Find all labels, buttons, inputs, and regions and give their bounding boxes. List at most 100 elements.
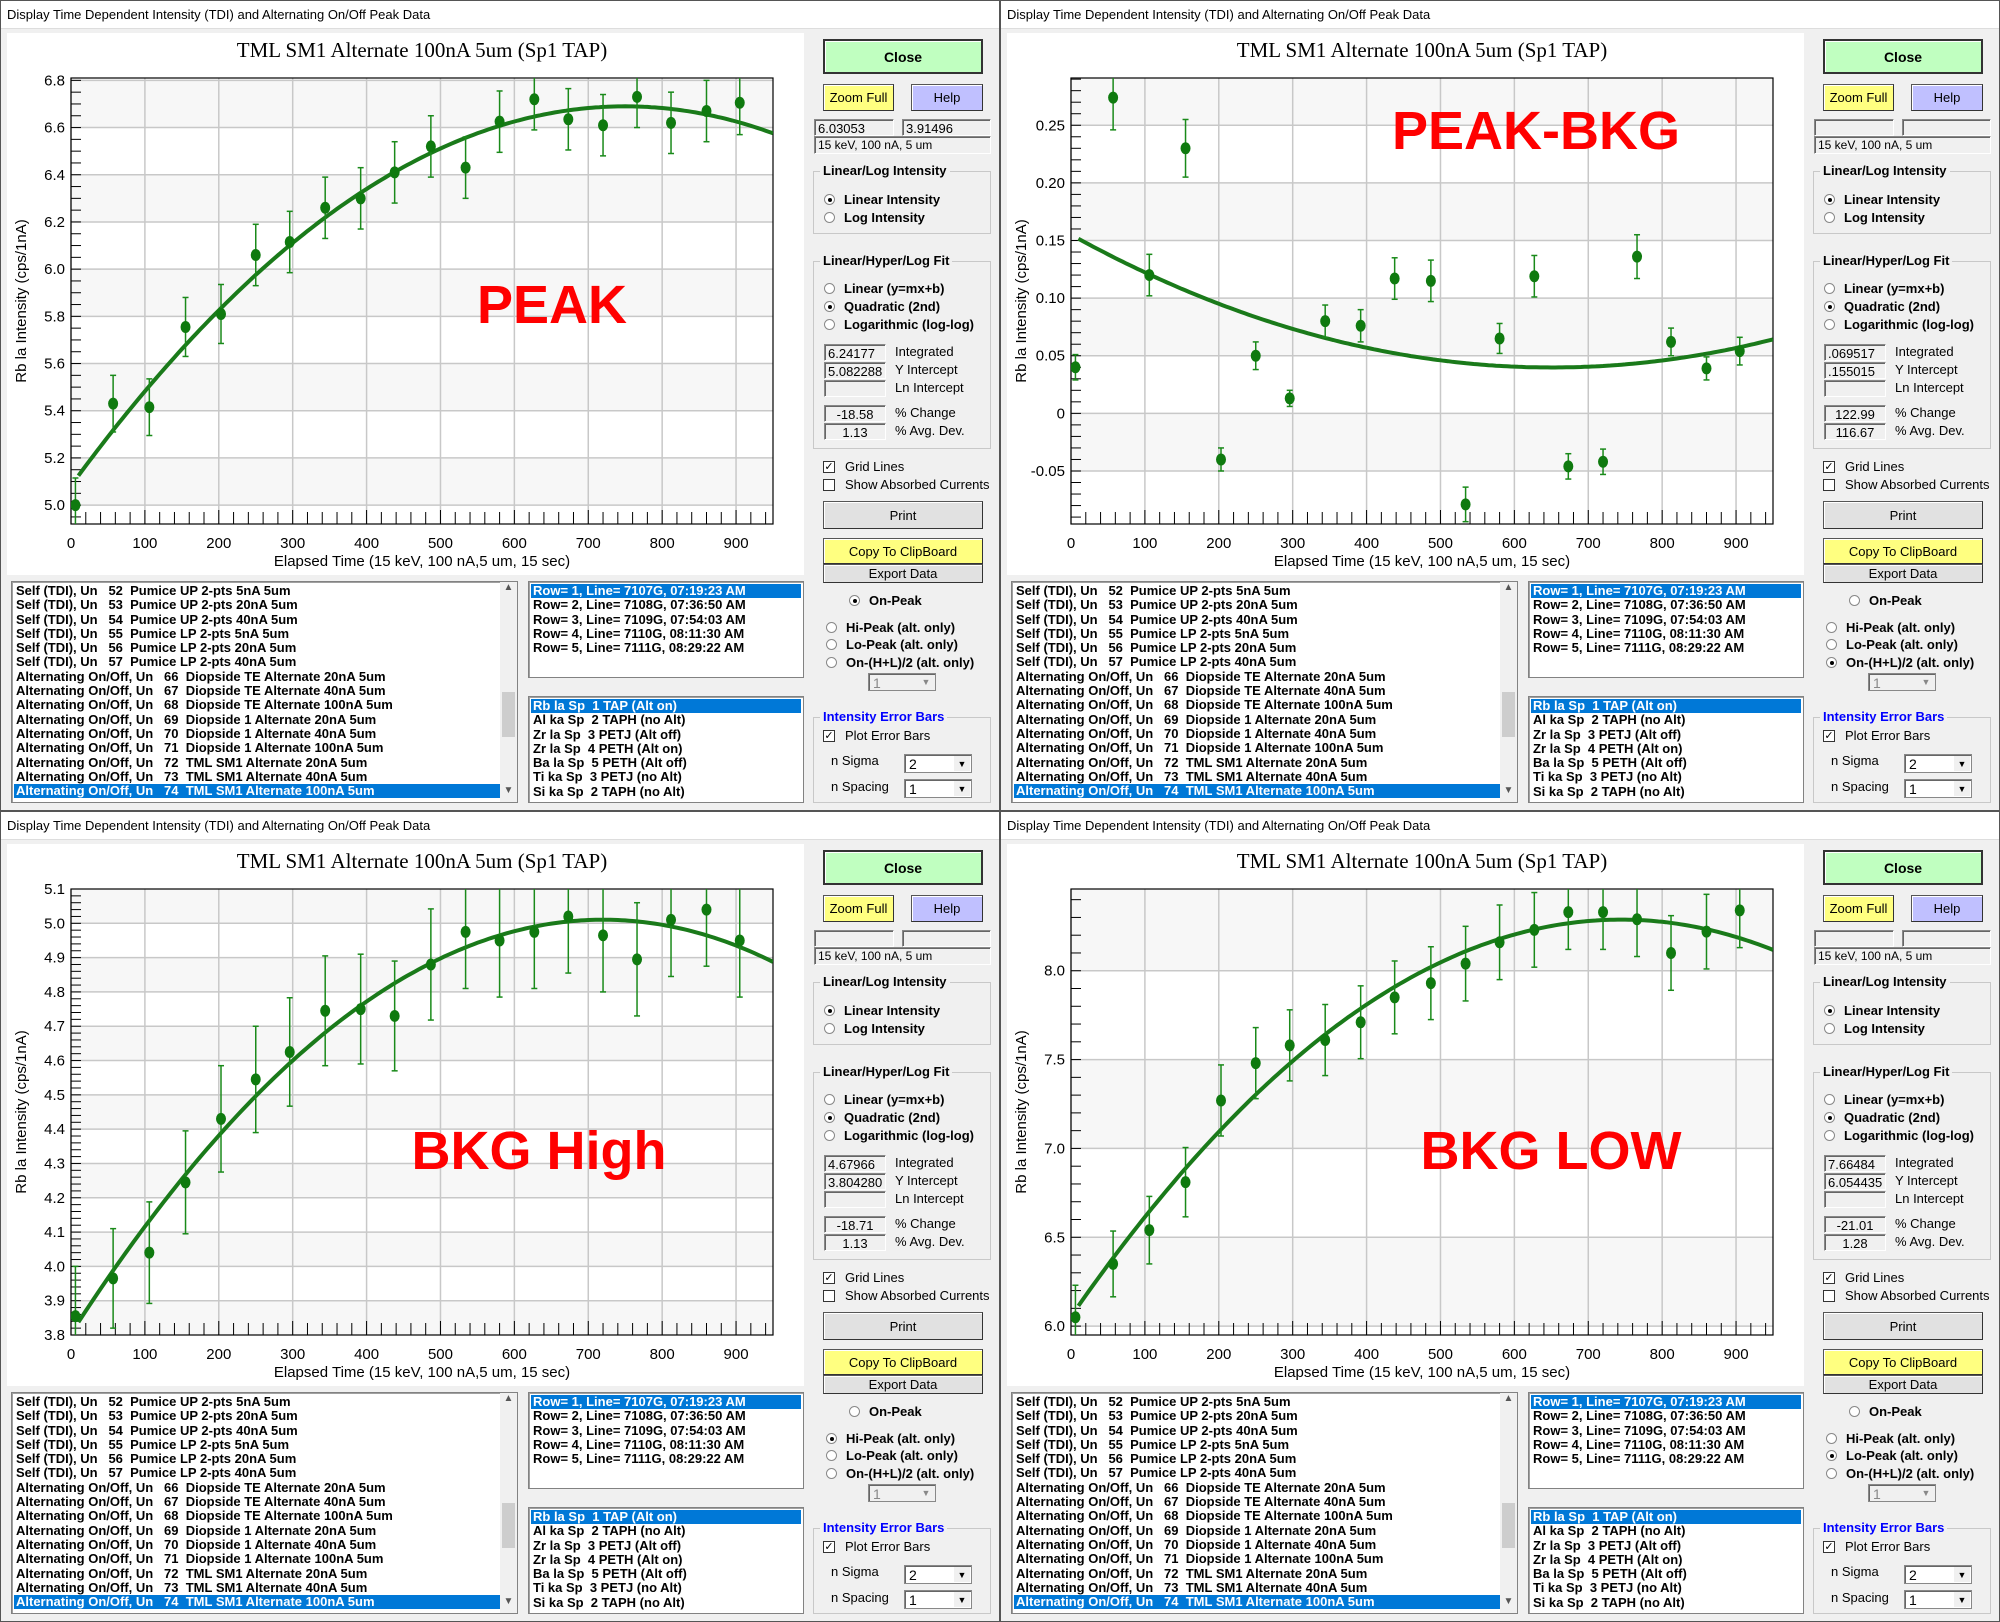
- fit-log-radio[interactable]: Logarithmic (log-log): [1824, 1128, 1974, 1143]
- rows-list-item[interactable]: Row= 2, Line= 7108G, 07:36:50 AM: [1533, 1408, 1746, 1424]
- runs-list-item[interactable]: Self (TDI), Un 55 Pumice LP 2-pts 5nA 5u…: [16, 625, 290, 641]
- zoom-full-button[interactable]: Zoom Full: [1823, 84, 1894, 111]
- runs-list-item[interactable]: Alternating On/Off, Un 68 Diopside TE Al…: [1016, 697, 1393, 713]
- runs-list-item[interactable]: Alternating On/Off, Un 66 Diopside TE Al…: [1016, 668, 1386, 684]
- fit-quadratic-radio[interactable]: Quadratic (2nd): [824, 299, 940, 314]
- on-hl-radio[interactable]: On-(H+L)/2 (alt. only): [1826, 655, 1974, 670]
- runs-list-item[interactable]: Self (TDI), Un 56 Pumice LP 2-pts 20nA 5…: [16, 640, 297, 656]
- runs-list-item[interactable]: Self (TDI), Un 56 Pumice LP 2-pts 20nA 5…: [16, 1451, 297, 1467]
- elements-list-item[interactable]: Ba la Sp 5 PETH (Alt off): [1533, 755, 1687, 771]
- rows-list-item[interactable]: Row= 5, Line= 7111G, 08:29:22 AM: [533, 1451, 745, 1467]
- lo-peak-radio[interactable]: Lo-Peak (alt. only): [826, 637, 958, 652]
- close-button[interactable]: Close: [1823, 39, 1983, 74]
- elements-list-item[interactable]: Rb la Sp 1 TAP (Alt on): [1531, 1509, 1801, 1525]
- export-data-button[interactable]: Export Data: [1823, 564, 1983, 583]
- rows-list-item[interactable]: Row= 4, Line= 7110G, 08:11:30 AM: [1533, 625, 1745, 641]
- runs-list-item[interactable]: Alternating On/Off, Un 73 TML SM1 Altern…: [16, 1579, 368, 1595]
- help-button[interactable]: Help: [911, 895, 983, 922]
- grid-lines-checkbox[interactable]: ✓ Grid Lines: [1823, 459, 1904, 474]
- rows-list-item[interactable]: Row= 1, Line= 7107G, 07:19:23 AM: [1531, 1394, 1801, 1410]
- runs-list-item[interactable]: Alternating On/Off, Un 66 Diopside TE Al…: [16, 668, 386, 684]
- rows-list[interactable]: Row= 1, Line= 7107G, 07:19:23 AM Row= 2, …: [528, 581, 804, 678]
- runs-list-item[interactable]: Alternating On/Off, Un 67 Diopside TE Al…: [16, 683, 386, 699]
- runs-list-item[interactable]: Alternating On/Off, Un 68 Diopside TE Al…: [1016, 1508, 1393, 1524]
- runs-list-item[interactable]: Alternating On/Off, Un 71 Diopside 1 Alt…: [1016, 740, 1384, 756]
- runs-list-item[interactable]: Alternating On/Off, Un 70 Diopside 1 Alt…: [1016, 1536, 1377, 1552]
- chart-area[interactable]: 0 100 200 300 400 500 600 700 800 900 -0.05 0 0.05 0.…: [1007, 33, 1804, 575]
- hi-peak-radio[interactable]: Hi-Peak (alt. only): [1826, 620, 1955, 635]
- elements-list-item[interactable]: Ti ka Sp 3 PETJ (no Alt): [533, 769, 682, 785]
- elements-list-item[interactable]: Si ka Sp 2 TAPH (no Alt): [1533, 1594, 1685, 1610]
- runs-list-item[interactable]: Alternating On/Off, Un 69 Diopside 1 Alt…: [16, 1522, 377, 1538]
- runs-list-item[interactable]: Self (TDI), Un 53 Pumice UP 2-pts 20nA 5…: [1016, 597, 1298, 613]
- plot-error-bars-checkbox[interactable]: ✓ Plot Error Bars: [1823, 1539, 1930, 1554]
- elements-list-item[interactable]: Ba la Sp 5 PETH (Alt off): [533, 1566, 687, 1582]
- log-intensity-radio[interactable]: Log Intensity: [1824, 1021, 1925, 1036]
- close-button[interactable]: Close: [1823, 850, 1983, 885]
- fit-linear-radio[interactable]: Linear (y=mx+b): [1824, 1092, 1944, 1107]
- scroll-down-icon[interactable]: ▼: [503, 785, 514, 796]
- rows-list[interactable]: Row= 1, Line= 7107G, 07:19:23 AM Row= 2, …: [1528, 581, 1804, 678]
- runs-list-item[interactable]: Self (TDI), Un 57 Pumice LP 2-pts 40nA 5…: [16, 1465, 297, 1481]
- fit-linear-radio[interactable]: Linear (y=mx+b): [1824, 281, 1944, 296]
- peak-count-dropdown[interactable]: 1 ▼: [1868, 673, 1936, 691]
- hi-peak-radio[interactable]: Hi-Peak (alt. only): [1826, 1431, 1955, 1446]
- elements-list-item[interactable]: Rb la Sp 1 TAP (Alt on): [531, 698, 801, 714]
- runs-list-item[interactable]: Self (TDI), Un 52 Pumice UP 2-pts 5nA 5u…: [1016, 583, 1291, 598]
- runs-list-item[interactable]: Self (TDI), Un 53 Pumice UP 2-pts 20nA 5…: [1016, 1408, 1298, 1424]
- runs-list-item[interactable]: Alternating On/Off, Un 69 Diopside 1 Alt…: [1016, 711, 1377, 727]
- runs-list-item[interactable]: Alternating On/Off, Un 72 TML SM1 Altern…: [1016, 754, 1368, 770]
- grid-lines-checkbox[interactable]: ✓ Grid Lines: [823, 1270, 904, 1285]
- elements-list-item[interactable]: Zr la Sp 4 PETH (Alt on): [533, 740, 683, 756]
- rows-list-item[interactable]: Row= 4, Line= 7110G, 08:11:30 AM: [533, 625, 745, 641]
- rows-list-item[interactable]: Row= 5, Line= 7111G, 08:29:22 AM: [533, 640, 745, 656]
- hi-peak-radio[interactable]: Hi-Peak (alt. only): [826, 620, 955, 635]
- grid-lines-checkbox[interactable]: ✓ Grid Lines: [823, 459, 904, 474]
- hi-peak-radio[interactable]: Hi-Peak (alt. only): [826, 1431, 955, 1446]
- runs-list-item[interactable]: Alternating On/Off, Un 71 Diopside 1 Alt…: [16, 1551, 384, 1567]
- fit-log-radio[interactable]: Logarithmic (log-log): [824, 1128, 974, 1143]
- export-data-button[interactable]: Export Data: [823, 1375, 983, 1394]
- rows-list-item[interactable]: Row= 5, Line= 7111G, 08:29:22 AM: [1533, 1451, 1745, 1467]
- elements-list[interactable]: Rb la Sp 1 TAP (Alt on) Al ka Sp 2 TAPH (…: [528, 1507, 804, 1614]
- elements-list-item[interactable]: Ti ka Sp 3 PETJ (no Alt): [533, 1580, 682, 1596]
- elements-list[interactable]: Rb la Sp 1 TAP (Alt on) Al ka Sp 2 TAPH (…: [528, 696, 804, 803]
- show-absorbed-checkbox[interactable]: Show Absorbed Currents: [823, 1288, 990, 1303]
- runs-list-item[interactable]: Alternating On/Off, Un 68 Diopside TE Al…: [16, 697, 393, 713]
- runs-list-item[interactable]: Self (TDI), Un 57 Pumice LP 2-pts 40nA 5…: [16, 654, 297, 670]
- runs-list-item[interactable]: Alternating On/Off, Un 67 Diopside TE Al…: [1016, 1494, 1386, 1510]
- zoom-full-button[interactable]: Zoom Full: [1823, 895, 1894, 922]
- runs-list-item[interactable]: Self (TDI), Un 54 Pumice UP 2-pts 40nA 5…: [16, 1422, 298, 1438]
- plot-error-bars-checkbox[interactable]: ✓ Plot Error Bars: [823, 728, 930, 743]
- runs-scrollbar[interactable]: ▲ ▼: [500, 1393, 517, 1613]
- runs-list-item[interactable]: Alternating On/Off, Un 66 Diopside TE Al…: [16, 1479, 386, 1495]
- n-spacing-select[interactable]: 1 ▼: [904, 1590, 972, 1609]
- on-peak-radio[interactable]: On-Peak: [1849, 1404, 1922, 1419]
- runs-list-item[interactable]: Alternating On/Off, Un 72 TML SM1 Altern…: [16, 754, 368, 770]
- runs-list-item[interactable]: Alternating On/Off, Un 66 Diopside TE Al…: [1016, 1479, 1386, 1495]
- elements-list-item[interactable]: Al ka Sp 2 TAPH (no Alt): [533, 1523, 686, 1539]
- elements-list-item[interactable]: Zr la Sp 4 PETH (Alt on): [1533, 1551, 1683, 1567]
- log-intensity-radio[interactable]: Log Intensity: [824, 210, 925, 225]
- runs-list-item[interactable]: Alternating On/Off, Un 70 Diopside 1 Alt…: [16, 1536, 377, 1552]
- elements-list-item[interactable]: Al ka Sp 2 TAPH (no Alt): [533, 712, 686, 728]
- runs-scrollbar[interactable]: ▲ ▼: [1500, 1393, 1517, 1613]
- copy-clipboard-button[interactable]: Copy To ClipBoard: [1823, 538, 1983, 564]
- chart-area[interactable]: 0 100 200 300 400 500 600 700 800 900 5.0 5.2 5.4 5.6…: [7, 33, 804, 575]
- elements-list-item[interactable]: Si ka Sp 2 TAPH (no Alt): [533, 783, 685, 799]
- n-spacing-select[interactable]: 1 ▼: [1904, 779, 1972, 798]
- close-button[interactable]: Close: [823, 39, 983, 74]
- fit-log-radio[interactable]: Logarithmic (log-log): [824, 317, 974, 332]
- runs-scrollbar[interactable]: ▲ ▼: [1500, 582, 1517, 802]
- rows-list-item[interactable]: Row= 5, Line= 7111G, 08:29:22 AM: [1533, 640, 1745, 656]
- scroll-down-icon[interactable]: ▼: [1503, 1596, 1514, 1607]
- runs-list-item[interactable]: Self (TDI), Un 56 Pumice LP 2-pts 20nA 5…: [1016, 640, 1297, 656]
- show-absorbed-checkbox[interactable]: Show Absorbed Currents: [1823, 1288, 1990, 1303]
- elements-list-item[interactable]: Zr la Sp 3 PETJ (Alt off): [1533, 1537, 1682, 1553]
- elements-list-item[interactable]: Zr la Sp 4 PETH (Alt on): [1533, 740, 1683, 756]
- runs-list-item[interactable]: Alternating On/Off, Un 67 Diopside TE Al…: [16, 1494, 386, 1510]
- elements-list-item[interactable]: Ti ka Sp 3 PETJ (no Alt): [1533, 769, 1682, 785]
- rows-list[interactable]: Row= 1, Line= 7107G, 07:19:23 AM Row= 2, …: [1528, 1392, 1804, 1489]
- runs-list-item[interactable]: Self (TDI), Un 53 Pumice UP 2-pts 20nA 5…: [16, 1408, 298, 1424]
- runs-list-item[interactable]: Alternating On/Off, Un 72 TML SM1 Altern…: [16, 1565, 368, 1581]
